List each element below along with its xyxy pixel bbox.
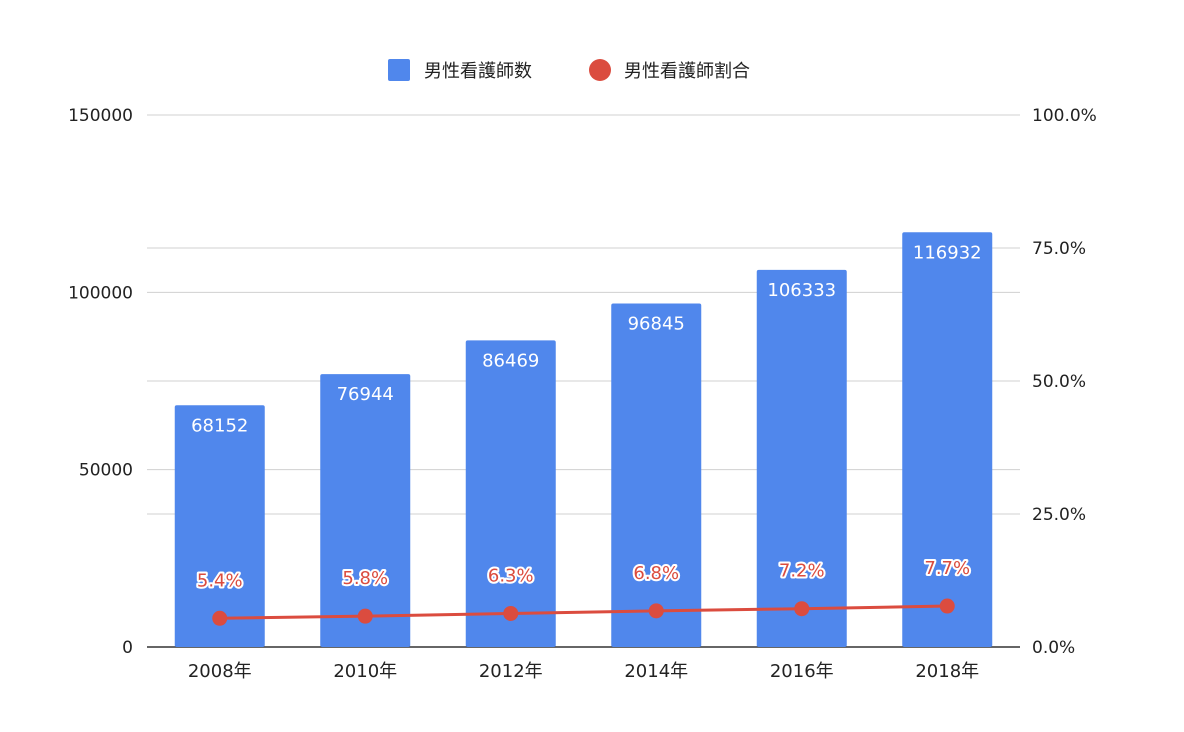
legend-line-swatch	[589, 59, 611, 81]
left-tick-label: 0	[122, 638, 133, 658]
x-tick-label: 2018年	[915, 661, 979, 682]
right-tick-label: 0.0%	[1032, 638, 1075, 658]
right-tick-label: 75.0%	[1032, 239, 1086, 259]
x-tick-label: 2012年	[479, 661, 543, 682]
bar	[902, 232, 993, 647]
x-tick-label: 2010年	[333, 661, 397, 682]
legend: 男性看護師数 男性看護師割合	[388, 59, 750, 82]
bar	[174, 405, 265, 647]
bar	[465, 340, 556, 647]
ratio-point	[357, 608, 373, 624]
bar	[611, 303, 702, 647]
bar-value-label: 76944	[337, 384, 394, 405]
ratio-value-label: 5.4%	[197, 570, 243, 591]
ratio-point	[648, 603, 664, 619]
x-axis: 2008年 2010年 2012年 2014年 2016年 2018年	[188, 661, 979, 682]
x-tick-label: 2014年	[624, 661, 688, 682]
right-tick-label: 50.0%	[1032, 372, 1086, 392]
legend-line-label: 男性看護師割合	[624, 61, 750, 82]
gridlines	[147, 114, 1020, 648]
line-series: 5.4% 5.8% 6.3% 6.8% 7.2% 7.7%	[195, 556, 972, 626]
ratio-point	[939, 598, 955, 614]
right-tick-label: 25.0%	[1032, 505, 1086, 525]
bar-value-label: 106333	[767, 280, 836, 301]
legend-bar-label: 男性看護師数	[424, 61, 532, 82]
ratio-point	[212, 610, 228, 626]
legend-bar-swatch	[388, 59, 410, 81]
ratio-value-label: 7.2%	[779, 561, 825, 582]
x-tick-label: 2016年	[770, 661, 834, 682]
left-axis: 0 50000 100000 150000	[68, 106, 133, 658]
left-tick-label: 150000	[68, 106, 133, 126]
right-tick-label: 100.0%	[1032, 106, 1097, 126]
bar	[756, 269, 847, 647]
bar-series: 68152 76944 86469 96845 106333 116932	[174, 232, 993, 647]
bar	[320, 374, 411, 647]
right-axis: 0.0% 25.0% 50.0% 75.0% 100.0%	[1032, 106, 1097, 658]
left-tick-label: 50000	[79, 461, 133, 481]
left-tick-label: 100000	[68, 283, 133, 303]
ratio-point	[794, 601, 810, 617]
ratio-point	[503, 605, 519, 621]
bar-value-label: 96845	[628, 314, 685, 335]
bar-value-label: 86469	[482, 350, 539, 371]
bar-value-label: 68152	[191, 415, 248, 436]
ratio-value-label: 5.8%	[342, 568, 388, 589]
ratio-value-label: 6.8%	[633, 563, 679, 584]
ratio-value-label: 6.3%	[488, 565, 534, 586]
ratio-line	[219, 604, 948, 620]
ratio-value-label: 7.7%	[924, 558, 970, 579]
bar-value-label: 116932	[913, 242, 982, 263]
x-tick-label: 2008年	[188, 661, 252, 682]
